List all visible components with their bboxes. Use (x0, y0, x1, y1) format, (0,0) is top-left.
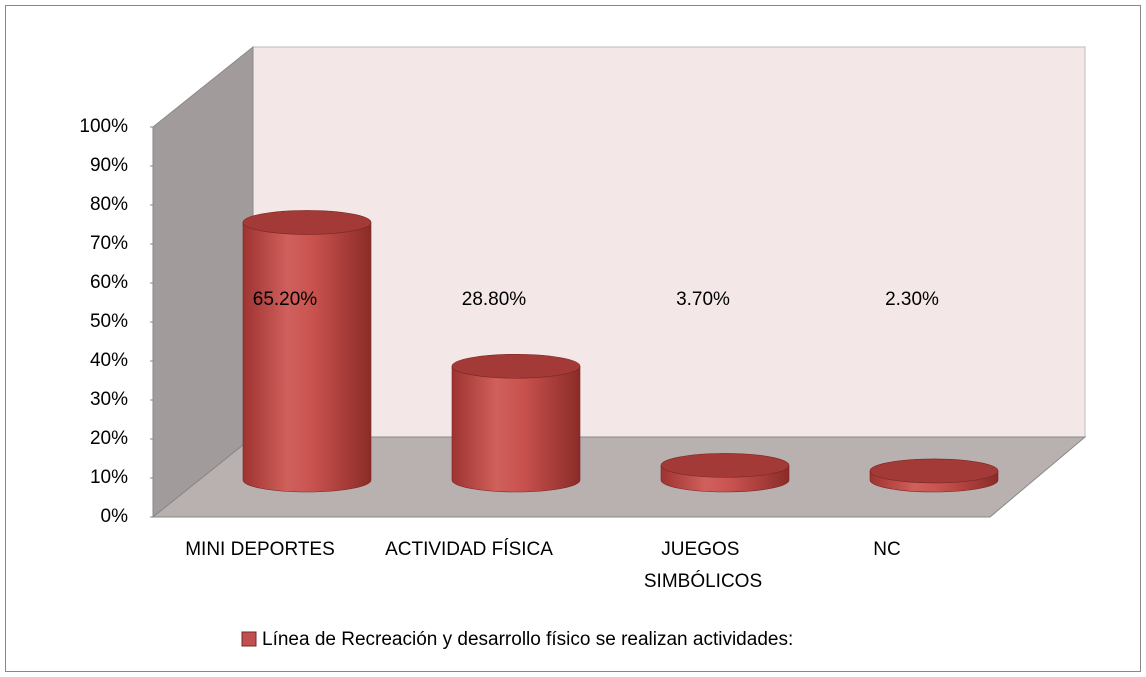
y-tick-label: 70% (90, 233, 128, 254)
x-tick-label: MINI DEPORTES (185, 539, 335, 560)
y-tick-label: 0% (101, 506, 129, 527)
side-wall (152, 45, 254, 519)
y-tick-label: 90% (90, 155, 128, 176)
x-tick-label: NC (873, 539, 900, 560)
legend-swatch (241, 631, 257, 647)
y-tick-label: 20% (90, 428, 128, 449)
data-label: 28.80% (462, 289, 527, 310)
cylinder-top (242, 210, 372, 235)
cylinder-top (869, 458, 999, 484)
data-label: 65.20% (253, 289, 318, 310)
data-label: 3.70% (676, 289, 730, 310)
x-tick-label: JUEGOS SIMBÓLICOS (644, 539, 762, 592)
cylinder-top (660, 453, 790, 478)
back-wall (252, 46, 1086, 438)
y-tick-label: 60% (90, 272, 128, 293)
cylinder-body (242, 222, 372, 493)
legend-label: Línea de Recreación y desarrollo físico … (262, 629, 793, 650)
y-tick-label: 80% (90, 194, 128, 215)
y-tick-label: 10% (90, 467, 128, 488)
y-tick-label: 30% (90, 389, 128, 410)
y-tick-label: 100% (79, 116, 128, 137)
data-label: 2.30% (885, 289, 939, 310)
cylinder-body (451, 365, 581, 493)
x-tick-label: ACTIVIDAD FÍSICA (385, 539, 553, 560)
y-tick-label: 50% (90, 311, 128, 332)
y-tick-label: 40% (90, 350, 128, 371)
floor (151, 436, 1087, 518)
cylinder-top (451, 353, 581, 379)
